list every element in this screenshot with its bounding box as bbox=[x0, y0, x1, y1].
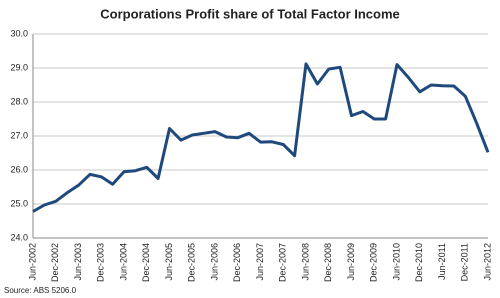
y-tick-label: 29.0 bbox=[10, 62, 28, 72]
x-tick-label: Dec-2003 bbox=[96, 243, 106, 282]
y-tick-label: 26.0 bbox=[10, 164, 28, 174]
x-tick-label: Dec-2004 bbox=[141, 243, 151, 282]
x-tick-label: Jun-2011 bbox=[437, 243, 447, 280]
x-tick-label: Dec-2005 bbox=[187, 243, 197, 282]
x-tick-label: Jun-2012 bbox=[482, 243, 492, 281]
x-tick-label: Jun-2009 bbox=[346, 243, 356, 281]
y-tick-label: 24.0 bbox=[10, 232, 28, 242]
x-tick-label: Dec-2010 bbox=[414, 243, 424, 282]
x-tick-label: Dec-2009 bbox=[369, 243, 379, 282]
x-tick-label: Jun-2003 bbox=[73, 243, 83, 281]
x-tick-label: Jun-2008 bbox=[300, 243, 310, 281]
y-tick-label: 30.0 bbox=[10, 28, 28, 38]
x-tick-label: Dec-2006 bbox=[232, 243, 242, 282]
x-tick-label: Dec-2008 bbox=[323, 243, 333, 282]
source-note: Source: ABS 5206.0 bbox=[4, 286, 77, 295]
y-tick-label: 27.0 bbox=[10, 130, 28, 140]
x-tick-label: Jun-2010 bbox=[391, 243, 401, 281]
x-tick-label: Dec-2011 bbox=[460, 243, 470, 281]
x-tick-label: Jun-2005 bbox=[164, 243, 174, 281]
x-tick-label: Jun-2004 bbox=[118, 243, 128, 281]
x-tick-label: Dec-2007 bbox=[278, 243, 288, 282]
data-line bbox=[32, 62, 490, 213]
x-tick-label: Jun-2002 bbox=[27, 243, 37, 281]
x-tick-label: Dec-2002 bbox=[50, 243, 60, 282]
y-tick-label: 25.0 bbox=[10, 198, 28, 208]
x-tick-label: Jun-2007 bbox=[255, 243, 265, 281]
x-tick-label: Jun-2006 bbox=[209, 243, 219, 281]
y-tick-label: 28.0 bbox=[10, 96, 28, 106]
chart-title: Corporations Profit share of Total Facto… bbox=[100, 6, 400, 21]
